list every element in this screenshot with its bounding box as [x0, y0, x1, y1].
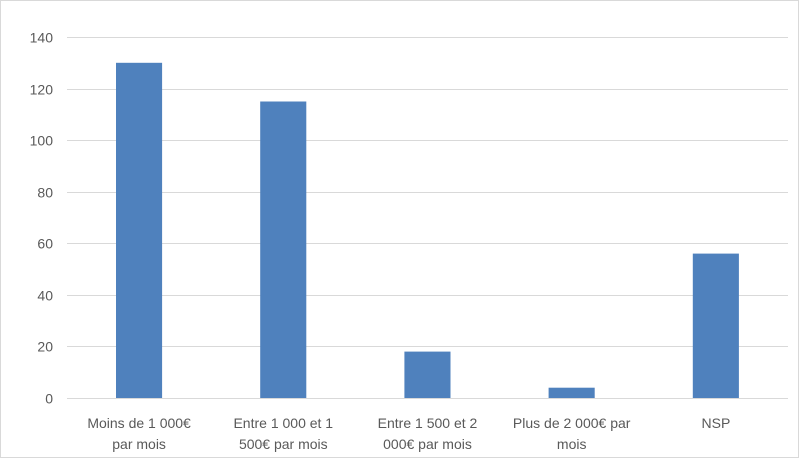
- bar-1: [260, 101, 307, 398]
- gridlines: [67, 37, 788, 399]
- x-category-label-line: mois: [557, 436, 587, 452]
- y-tick-label: 120: [30, 82, 54, 98]
- x-category-label-line: 500€ par mois: [239, 436, 328, 452]
- x-category-label: Entre 1 000 et 1 500€ par mois: [233, 415, 333, 452]
- y-axis-ticks: 0 20 40 60 80 100 120 140: [30, 30, 54, 407]
- y-tick-label: 60: [37, 236, 53, 252]
- bar-3: [548, 387, 595, 398]
- x-category-label: Moins de 1 000€ par mois: [87, 415, 191, 452]
- y-tick-label: 100: [30, 133, 54, 149]
- x-category-label: Plus de 2 000€ par mois: [513, 415, 631, 452]
- y-tick-label: 0: [45, 391, 53, 407]
- x-category-label: NSP: [702, 415, 731, 431]
- x-category-label-line: NSP: [702, 415, 731, 431]
- x-category-label-line: par mois: [112, 436, 166, 452]
- bar-2: [404, 351, 451, 398]
- x-axis-labels: Moins de 1 000€ par mois Entre 1 000 et 1 5…: [87, 415, 730, 452]
- y-tick-label: 20: [37, 339, 53, 355]
- bar-0: [116, 62, 163, 399]
- bar-4: [692, 253, 739, 398]
- x-category-label-line: Entre 1 500 et 2: [378, 415, 478, 431]
- y-tick-label: 80: [37, 185, 53, 201]
- x-category-label-line: Plus de 2 000€ par: [513, 415, 631, 431]
- x-category-label: Entre 1 500 et 2 000€ par mois: [378, 415, 478, 452]
- y-tick-label: 40: [37, 288, 53, 304]
- bars: [116, 62, 739, 399]
- x-category-label-line: Entre 1 000 et 1: [233, 415, 333, 431]
- x-category-label-line: 000€ par mois: [383, 436, 472, 452]
- y-tick-label: 140: [30, 30, 54, 46]
- x-category-label-line: Moins de 1 000€: [87, 415, 191, 431]
